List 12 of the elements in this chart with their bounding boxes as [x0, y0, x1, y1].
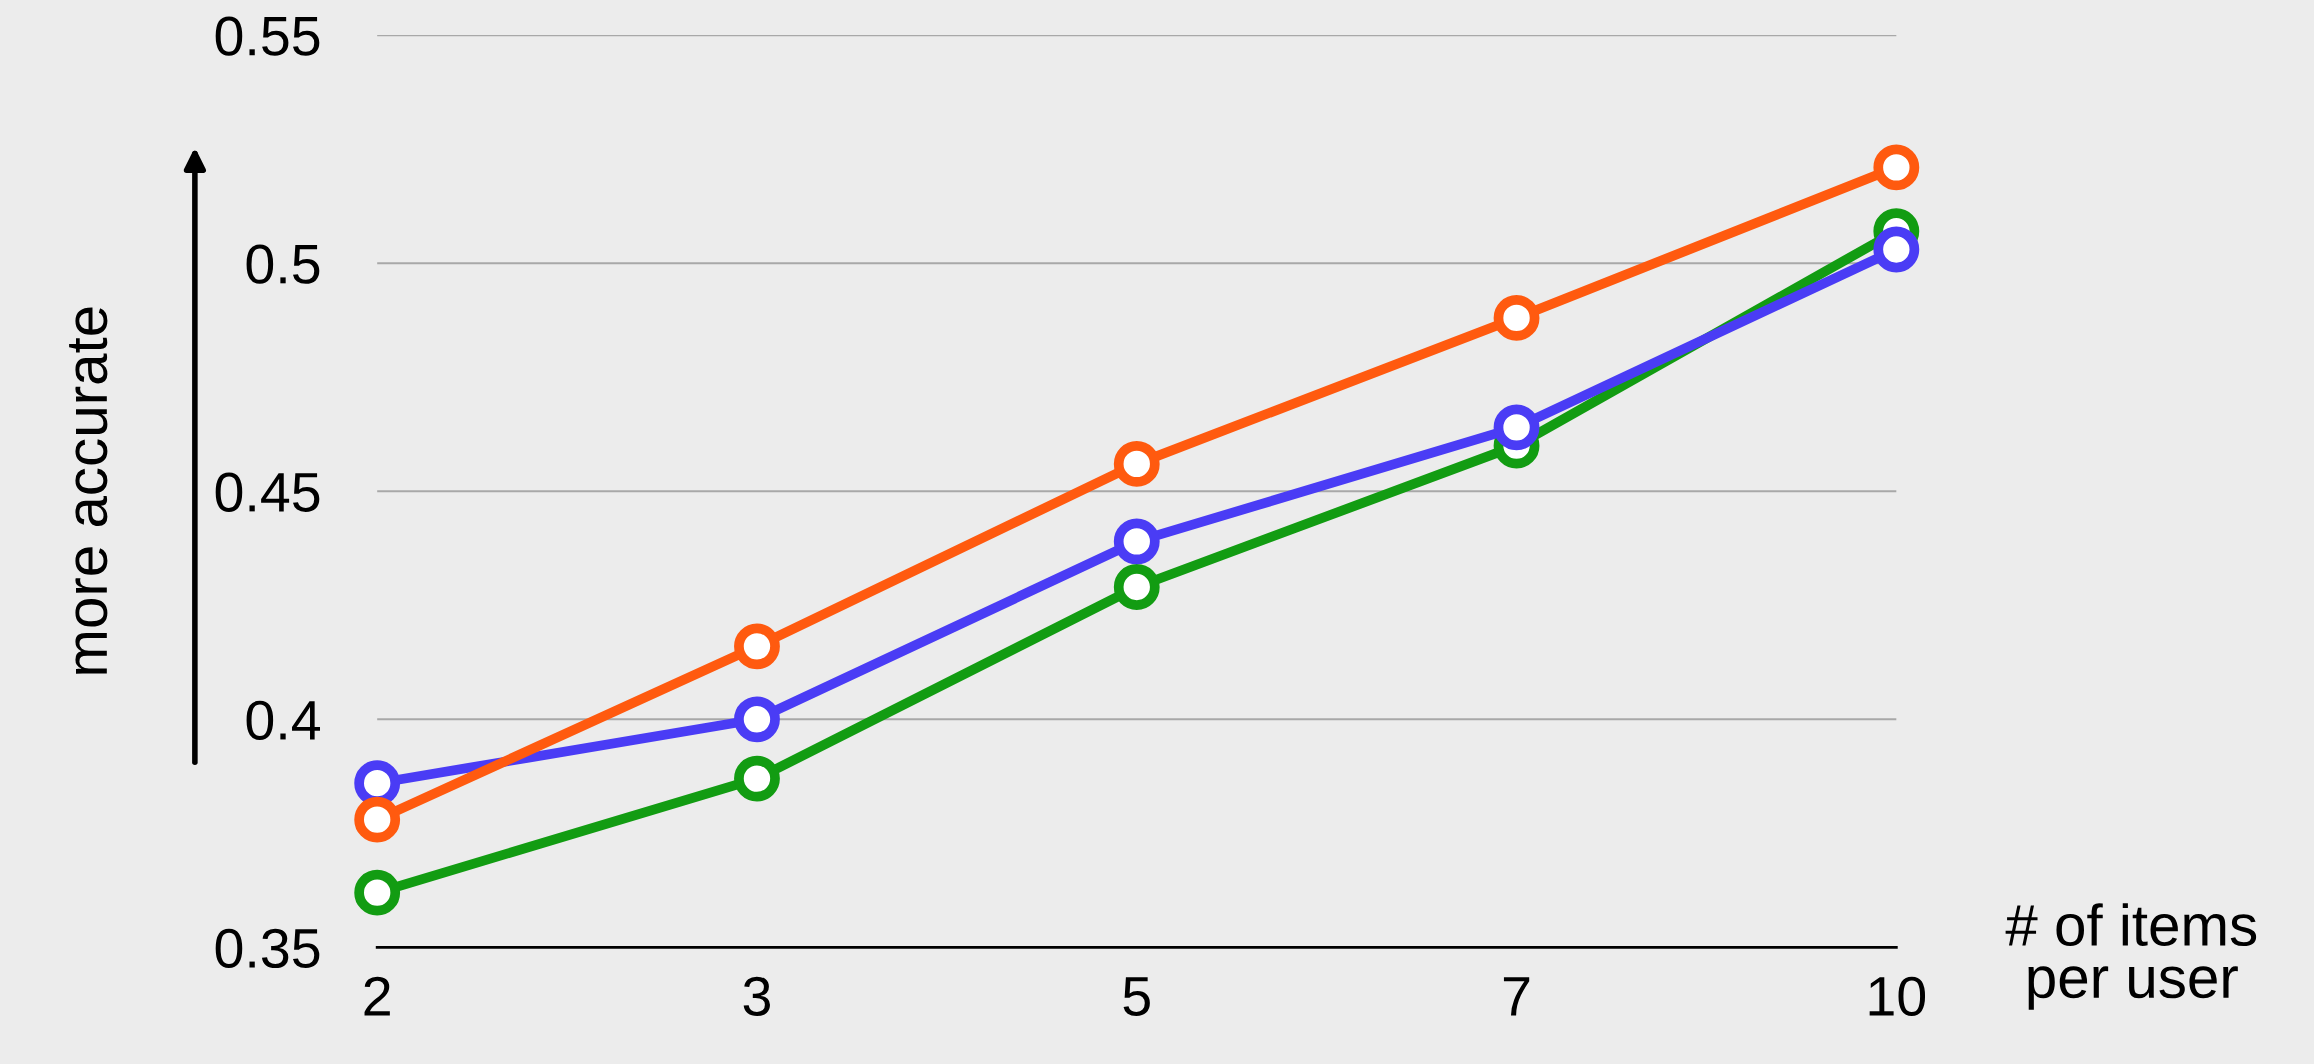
y-tick-label: 0.5	[246, 244, 320, 284]
x-tick-label: 5	[1123, 977, 1150, 1016]
y-tick-label: 0.4	[246, 700, 321, 740]
x-tick-label: 3	[743, 976, 770, 1016]
y-axis-title: more accurate	[69, 307, 108, 674]
y-tick-label: 0.45	[215, 472, 320, 512]
x-axis-title: # of items per user	[2005, 903, 2257, 1010]
y-tick-label: 0.35	[215, 928, 320, 969]
x-tick-label: 10	[1869, 976, 1926, 1016]
x-tick-label: 2	[364, 976, 390, 1016]
y-tick-label: 0.55	[215, 16, 320, 56]
x-tick-label: 7	[1503, 977, 1530, 1016]
